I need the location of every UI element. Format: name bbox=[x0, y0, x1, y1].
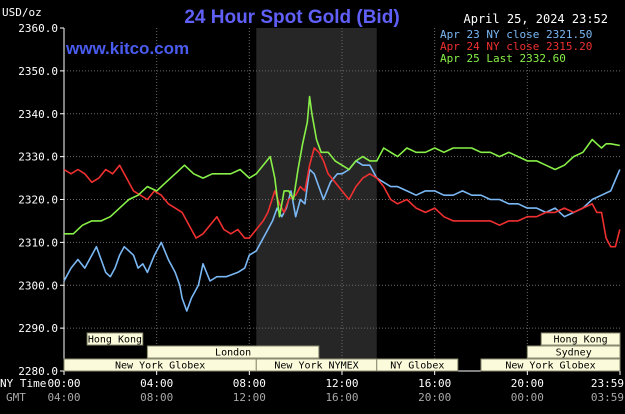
session-label-7: New York Globex bbox=[505, 361, 595, 372]
session-label-6: NY Globex bbox=[390, 361, 444, 372]
chart-title: 24 Hour Spot Gold (Bid) bbox=[184, 7, 399, 28]
session-label-2: London bbox=[215, 348, 251, 359]
x-tick-ny-6: 23:59 bbox=[591, 377, 624, 390]
legend-apr23: Apr 23 NY close 2321.50 bbox=[440, 28, 592, 41]
y-tick-label-8: 2280.0 bbox=[18, 365, 58, 378]
x-tick-ny-1: 04:00 bbox=[140, 377, 173, 390]
x-tick-gmt-1: 08:00 bbox=[140, 391, 173, 404]
series-line-0 bbox=[63, 160, 621, 312]
x-label-ny-time: NY Time bbox=[0, 377, 46, 390]
y-tick-label-7: 2290.0 bbox=[18, 322, 58, 335]
y-tick-label-4: 2320.0 bbox=[18, 194, 58, 207]
session-bar-3 bbox=[526, 345, 621, 359]
session-bar-0 bbox=[86, 332, 144, 346]
y-tick-label-5: 2310.0 bbox=[18, 236, 58, 249]
market-sessions: Hong Kong Hong Kong London Sydney New York G… bbox=[63, 332, 621, 372]
session-label-4: New York Globex bbox=[115, 361, 205, 372]
y-tick-label-2: 2340.0 bbox=[18, 108, 58, 121]
x-tick-ny-4: 16:00 bbox=[418, 377, 451, 390]
legend-apr24: Apr 24 NY close 2315.20 bbox=[440, 40, 592, 53]
x-tick-gmt-2: 12:00 bbox=[233, 391, 266, 404]
x-tick-gmt-6: 03:59 bbox=[591, 391, 624, 404]
grid-lines bbox=[64, 28, 620, 371]
x-tick-gmt-5: 00:00 bbox=[511, 391, 544, 404]
session-bar-7 bbox=[480, 358, 621, 372]
session-label-3: Sydney bbox=[556, 348, 592, 359]
y-tick-label-3: 2330.0 bbox=[18, 151, 58, 164]
site-watermark: www.kitco.com bbox=[65, 39, 189, 58]
session-label-1: Hong Kong bbox=[554, 335, 608, 346]
session-label-5: New York NYMEX bbox=[274, 361, 358, 372]
series-line-1 bbox=[63, 147, 621, 248]
series-line-2 bbox=[64, 95, 620, 235]
x-tick-ny-2: 08:00 bbox=[233, 377, 266, 390]
chart-timestamp: April 25, 2024 23:52 bbox=[464, 12, 609, 26]
y-tick-label-0: 2360.0 bbox=[18, 22, 58, 35]
y-tick-labels: 2360.0 2350.0 2340.0 2330.0 2320.0 2310.0 2300… bbox=[18, 22, 64, 378]
legend-apr25: Apr 25 Last 2332.60 bbox=[440, 52, 566, 65]
x-tick-gmt-3: 16:00 bbox=[325, 391, 358, 404]
session-bar-1 bbox=[540, 332, 621, 346]
y-tick-label-1: 2350.0 bbox=[18, 65, 58, 78]
x-tick-ny-3: 12:00 bbox=[325, 377, 358, 390]
x-tick-ny-0: 00:00 bbox=[47, 377, 80, 390]
y-tick-label-6: 2300.0 bbox=[18, 279, 58, 292]
session-label-0: Hong Kong bbox=[88, 335, 142, 346]
series-lines bbox=[63, 95, 621, 312]
session-bar-6 bbox=[376, 358, 459, 372]
session-bar-2 bbox=[146, 345, 320, 359]
x-label-gmt: GMT bbox=[6, 391, 26, 404]
x-tick-gmt-4: 20:00 bbox=[418, 391, 451, 404]
x-tick-ny-5: 20:00 bbox=[511, 377, 544, 390]
x-tick-gmt-0: 04:00 bbox=[47, 391, 80, 404]
unit-label: USD/oz bbox=[2, 6, 42, 19]
x-tick-labels: 00:0004:0004:0008:0008:0012:0012:0016:00… bbox=[47, 371, 624, 404]
